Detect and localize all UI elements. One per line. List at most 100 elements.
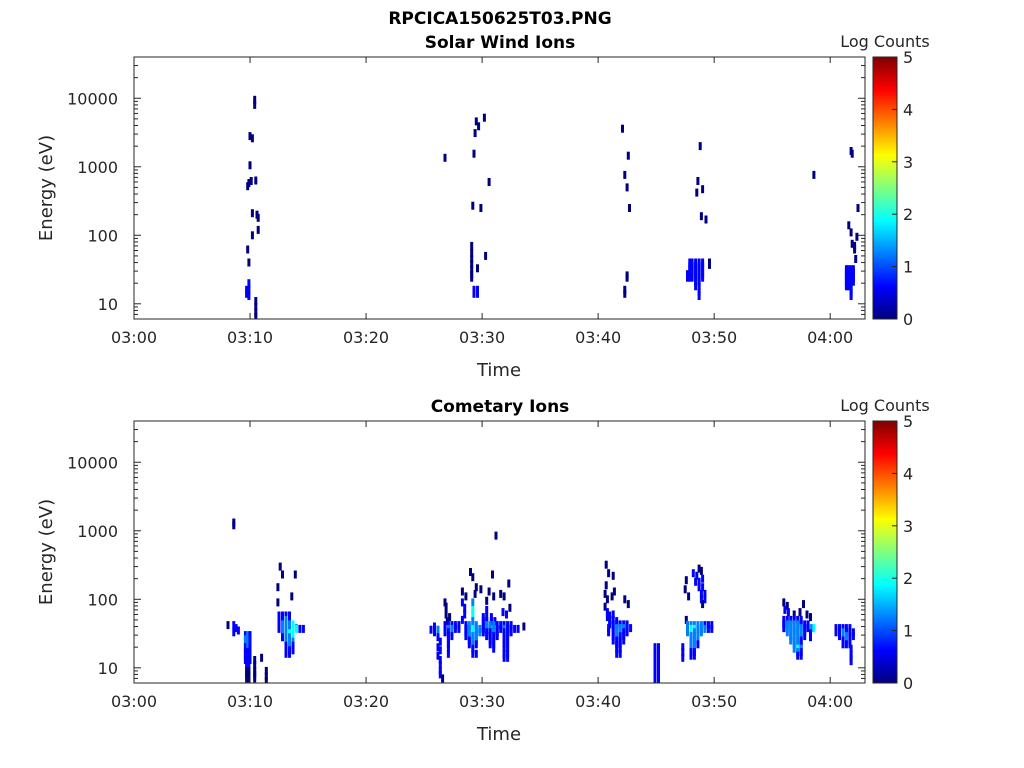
heatmap-cell [683, 585, 687, 594]
heatmap-cell [254, 312, 258, 319]
heatmap-cell [856, 204, 860, 212]
heatmap-cell [618, 640, 622, 649]
x-tick-label: 04:00 [807, 328, 853, 347]
heatmap-cell [703, 595, 707, 604]
heatmap-cell [689, 651, 693, 660]
heatmap-cell [284, 615, 288, 624]
heatmap-cell [803, 632, 807, 641]
heatmap-cell [691, 569, 695, 578]
heatmap-cell [844, 632, 848, 641]
heatmap-cell [444, 602, 448, 611]
heatmap-cell [622, 636, 626, 645]
heatmap-cell [799, 640, 803, 649]
heatmap-cell [294, 624, 298, 633]
heatmap-cell [470, 241, 474, 250]
heatmap-cell [701, 574, 705, 583]
heatmap-cell [488, 640, 492, 649]
heatmap-cell [783, 605, 787, 614]
heatmap-cell [243, 631, 247, 640]
heatmap-cell [844, 269, 848, 278]
heatmap-cell [436, 625, 440, 634]
heatmap-cell [608, 615, 612, 624]
heatmap-cell [696, 640, 700, 649]
heatmap-cell [607, 569, 611, 578]
heatmap-cell [694, 577, 698, 586]
heatmap-cell [610, 592, 614, 601]
heatmap-cell [485, 605, 489, 614]
heatmap-cell [506, 653, 510, 662]
heatmap-cell [701, 266, 705, 275]
heatmap-cell [248, 651, 252, 660]
plot-area [134, 57, 865, 319]
x-tick-label: 03:40 [575, 328, 621, 347]
heatmap-cell [471, 605, 475, 614]
heatmap-cell [474, 117, 478, 126]
heatmap-cell [507, 579, 511, 588]
heatmap-cell [291, 641, 295, 650]
heatmap-cell [628, 204, 631, 212]
heatmap-cell [847, 221, 851, 230]
heatmap-cell [471, 649, 475, 658]
heatmap-cell [850, 239, 854, 248]
heatmap-cell [853, 245, 857, 254]
heatmap-cell [281, 620, 284, 629]
colorbar-tick-label: 5 [903, 48, 913, 67]
heatmap-cell [686, 628, 689, 637]
colorbar: Log Counts 0 1 2 3 4 5 [840, 396, 930, 693]
heatmap-cell [513, 624, 517, 633]
heatmap-cell [792, 610, 796, 619]
heatmap-cell [264, 676, 268, 683]
y-tick-label: 100 [87, 226, 118, 245]
x-tick-label: 03:10 [227, 328, 273, 347]
colorbar-tick-label: 0 [903, 310, 913, 329]
heatmap-cell [812, 170, 816, 179]
heatmap-cell [851, 269, 855, 278]
heatmap-cell [782, 624, 786, 633]
heatmap-cell [623, 170, 627, 179]
heatmap-cell [696, 177, 700, 185]
colorbar-tick-label: 2 [903, 205, 913, 224]
heatmap-cell [471, 640, 475, 649]
heatmap-cell [288, 620, 291, 629]
heatmap-cell [657, 643, 660, 652]
heatmap-cell [611, 636, 615, 645]
heatmap-cell [471, 573, 475, 582]
heatmap-cell [623, 289, 627, 298]
heatmap-cell [460, 615, 464, 624]
heatmap-cell [476, 289, 479, 298]
heatmap-cell [653, 651, 657, 660]
heatmap-cell [611, 632, 615, 641]
heatmap-cell [284, 611, 288, 620]
heatmap-cell [689, 640, 693, 649]
colorbar-tick-label: 5 [903, 412, 913, 431]
heatmap-cell [789, 624, 793, 633]
plot-frame [133, 420, 866, 684]
heatmap-cell [246, 639, 250, 647]
heatmap-cell [247, 292, 251, 300]
heatmap-cell [457, 624, 461, 633]
heatmap-cell [854, 255, 858, 263]
heatmap-cell [694, 277, 698, 286]
panel-title: Solar Wind Ions [425, 33, 576, 53]
heatmap-cell [254, 308, 258, 317]
heatmap-cell [704, 215, 708, 224]
heatmap-cell [506, 644, 510, 653]
heatmap-cell [253, 661, 257, 669]
heatmap-cell [838, 632, 841, 641]
heatmap-cell [692, 640, 696, 649]
heatmap-cell [450, 632, 454, 641]
heatmap-cell [806, 624, 810, 633]
x-tick-label: 03:50 [691, 692, 737, 711]
plot-frame [133, 56, 866, 320]
heatmap-cell [799, 632, 803, 641]
heatmap-cell [805, 610, 809, 619]
heatmap-cell [603, 602, 607, 611]
heatmap-cell [625, 183, 629, 192]
heatmap-cell [699, 628, 703, 637]
y-tick-label: 1000 [77, 522, 118, 541]
heatmap-cell [812, 624, 816, 633]
heatmap-cell [471, 644, 475, 653]
heatmap-cell [446, 640, 450, 649]
heatmap-cell [246, 631, 250, 640]
